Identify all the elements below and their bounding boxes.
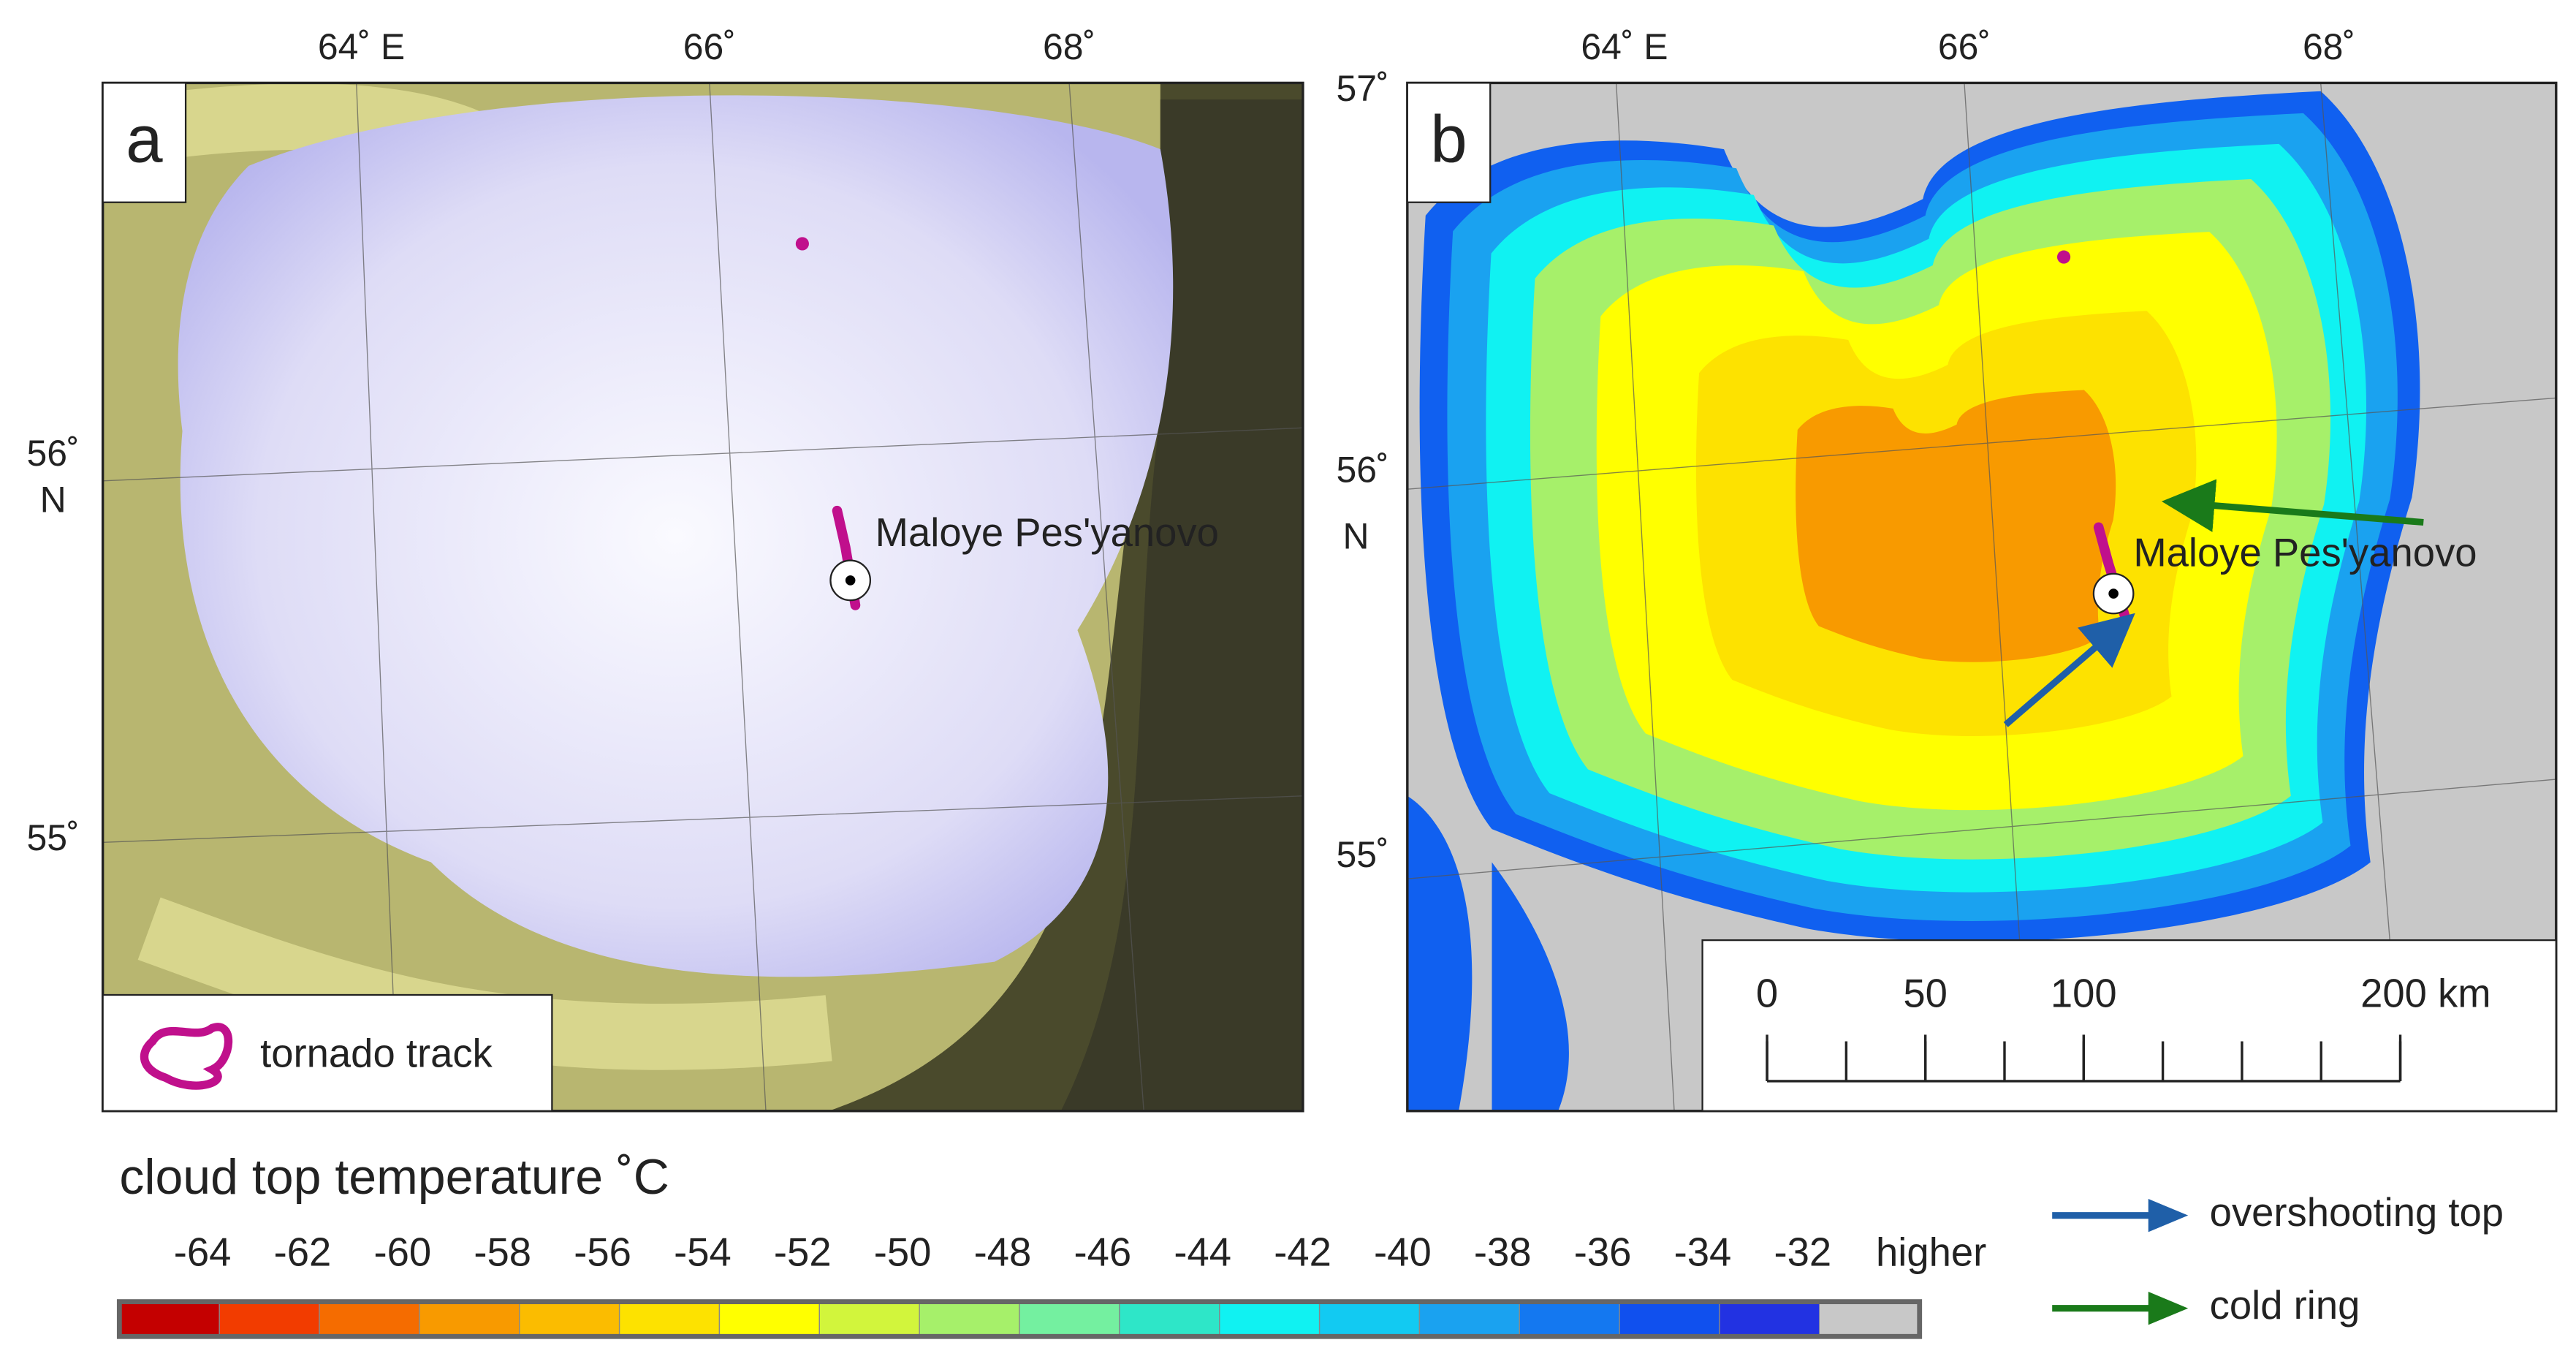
colorbar-swatch (1019, 1300, 1120, 1337)
colorbar-label: -48 (974, 1230, 1032, 1274)
panel-frame (101, 81, 1304, 1113)
temperature-zone (1796, 390, 2116, 662)
legend-label: overshooting top (2210, 1190, 2504, 1235)
scale-bar-label: 50 (1903, 972, 1948, 1016)
colorbar-label: -46 (1074, 1230, 1131, 1274)
colorbar-label: -42 (1274, 1230, 1331, 1274)
colorbar-swatch-higher (1819, 1301, 1920, 1337)
colorbar-swatch (1719, 1300, 1820, 1337)
colorbar-swatch (718, 1300, 821, 1337)
colorbar-swatch (1219, 1300, 1321, 1337)
colorbar-label: -60 (374, 1230, 432, 1274)
colorbar-label: -58 (474, 1230, 531, 1274)
lon-label: 64˚ E (1581, 26, 1668, 67)
lat-label: N (40, 479, 67, 520)
colorbar-label: -38 (1474, 1230, 1532, 1274)
colorbar-swatch (118, 1300, 220, 1337)
place-marker-dot (2108, 588, 2119, 599)
lon-label: 66˚ (683, 26, 736, 67)
lat-label: 57˚ (1337, 68, 1389, 109)
legend-box (102, 993, 553, 1112)
scale-bar-label: 100 (2051, 972, 2117, 1016)
colorbar-swatch (1418, 1300, 1520, 1337)
colorbar-swatch (419, 1300, 520, 1337)
colorbar-swatch (319, 1300, 420, 1337)
colorbar-swatch (219, 1300, 320, 1337)
lat-label: 56˚ (1337, 450, 1389, 491)
scale-bar-label: 0 (1756, 972, 1778, 1016)
colorbar-label: -54 (674, 1230, 732, 1274)
lat-label: 55˚ (27, 817, 80, 858)
legend-label: cold ring (2210, 1283, 2360, 1328)
colorbar-label: -32 (1774, 1230, 1831, 1274)
colorbar-label: -56 (574, 1230, 631, 1274)
colorbar-label: -64 (174, 1230, 232, 1274)
colorbar-swatch (818, 1300, 920, 1337)
colorbar-label: -36 (1574, 1230, 1632, 1274)
colorbar-label: -62 (274, 1230, 332, 1274)
colorbar-swatch (1519, 1300, 1620, 1337)
colorbar-swatch (919, 1300, 1020, 1337)
colorbar-label: higher (1876, 1230, 1986, 1274)
colorbar-label: -52 (774, 1230, 832, 1274)
lon-label: 68˚ (1043, 26, 1095, 67)
colorbar-label: -40 (1374, 1230, 1432, 1274)
place-label: Maloye Pes'yanovo (2133, 530, 2477, 575)
lat-label: N (1342, 515, 1369, 556)
tornado-track-icon (140, 1023, 233, 1090)
satellite-image (102, 83, 1303, 1111)
legend-arrowhead (2148, 1292, 2189, 1325)
place-label: Maloye Pes'yanovo (875, 510, 1219, 555)
colorbar-swatch (1619, 1300, 1720, 1337)
colorbar-swatch (618, 1300, 721, 1337)
temperature-map (1407, 83, 2556, 1111)
lon-label: 68˚ (2303, 26, 2355, 67)
lon-label: 64˚ E (318, 26, 405, 67)
scale-bar-box (1701, 939, 2557, 1112)
colorbar-label: -50 (874, 1230, 932, 1274)
legend-label: tornado track (260, 1031, 493, 1075)
colorbar-title: cloud top temperature ˚C (119, 1149, 669, 1205)
panel-label: a (126, 102, 163, 176)
lat-label: 55˚ (1337, 834, 1389, 875)
colorbar-label: -34 (1674, 1230, 1732, 1274)
scale-bar-label: 200 km (2360, 972, 2490, 1016)
lon-label: 66˚ (1938, 26, 1991, 67)
panel-label: b (1430, 102, 1467, 176)
colorbar-swatch (1119, 1300, 1220, 1337)
colorbar-label: -44 (1174, 1230, 1231, 1274)
colorbar-frame (116, 1299, 1923, 1339)
lat-label: 56˚ (27, 433, 80, 474)
colorbar-swatch (519, 1300, 620, 1337)
panel-label-box (102, 82, 187, 203)
colorbar-swatch (1318, 1300, 1421, 1337)
place-marker-dot (845, 575, 856, 586)
legend-arrowhead (2148, 1198, 2189, 1232)
panel-label-box (1406, 82, 1492, 203)
